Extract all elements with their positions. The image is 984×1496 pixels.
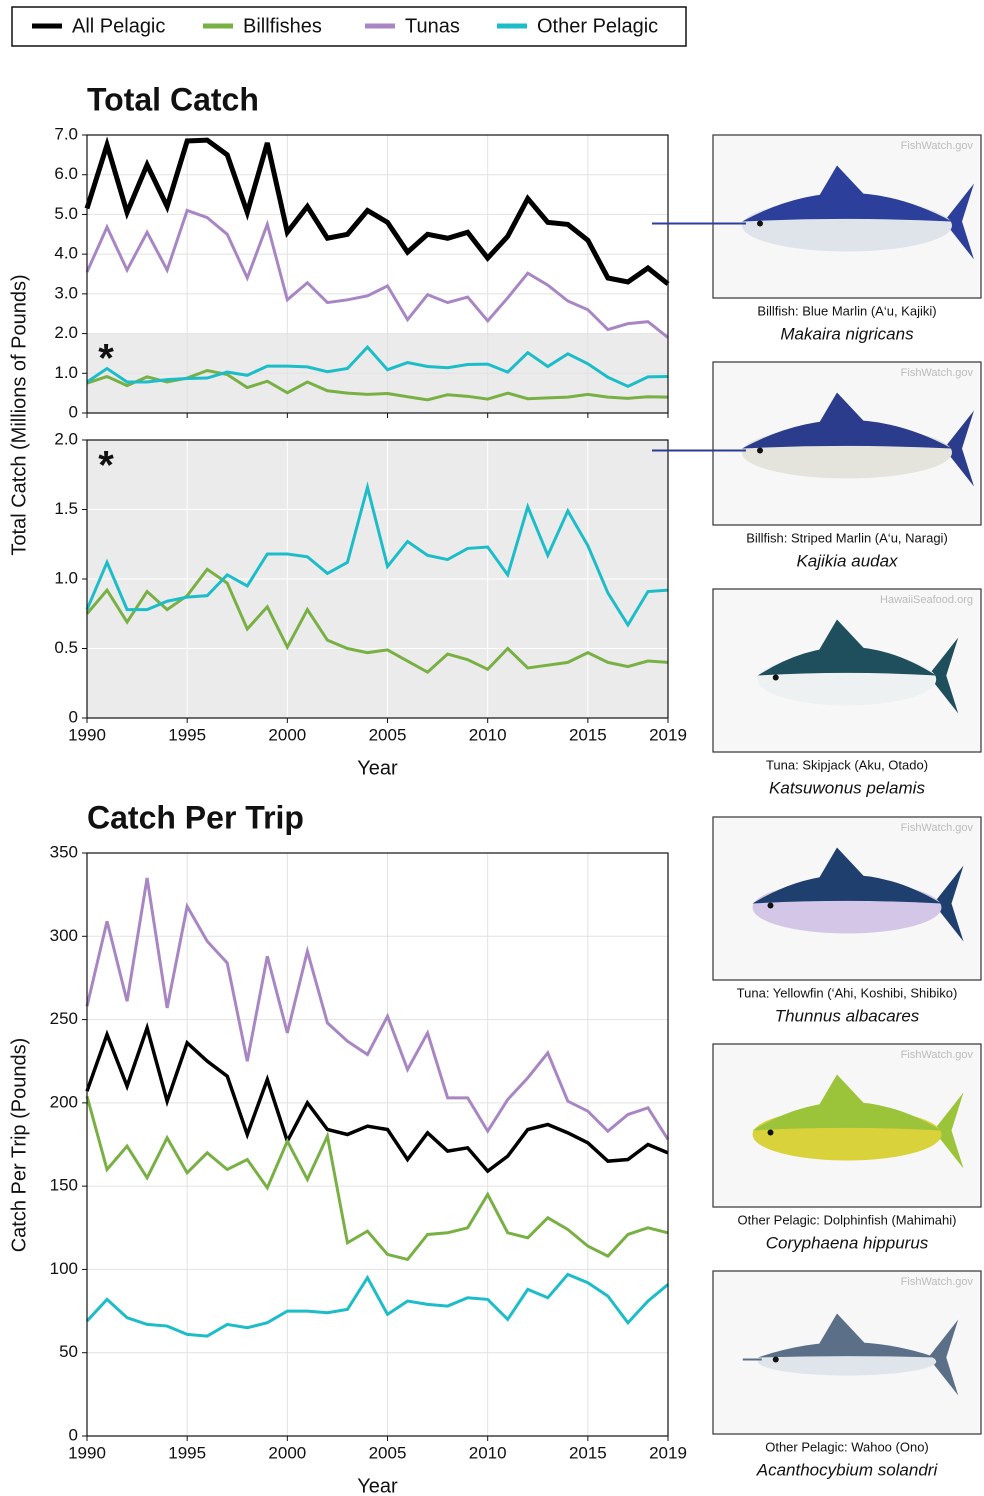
y-tick-label: 300: [50, 926, 78, 945]
x-tick-label: 2000: [268, 725, 306, 744]
y-tick-label: 0.5: [54, 638, 78, 657]
y-tick-label: 50: [59, 1342, 78, 1361]
y-tick-label: 7.0: [54, 124, 78, 143]
y-axis-label: Catch Per Trip (Pounds): [8, 1038, 30, 1253]
legend-label: Tunas: [405, 15, 460, 37]
x-tick-label: 1990: [68, 1443, 106, 1462]
x-tick-label: 2015: [569, 725, 607, 744]
species-name: Acanthocybium solandri: [756, 1460, 939, 1479]
image-caption: Tuna: Skipjack (Aku, Otado): [766, 757, 928, 772]
chart-title: Total Catch: [87, 81, 259, 117]
legend-label: All Pelagic: [72, 15, 165, 37]
figure: All Pelagic Billfishes Tunas Other Pelagic 0…: [0, 0, 984, 1496]
y-tick-label: 350: [50, 842, 78, 861]
y-tick-label: 2.0: [54, 323, 78, 342]
species-name: Coryphaena hippurus: [766, 1233, 929, 1252]
x-tick-label: 1995: [168, 725, 206, 744]
y-tick-label: 6.0: [54, 164, 78, 183]
page: All Pelagic Billfishes Tunas Other Pelagic 0…: [0, 0, 984, 1496]
image-credit: FishWatch.gov: [901, 367, 974, 379]
x-tick-label: 2010: [469, 725, 507, 744]
y-tick-label: 150: [50, 1176, 78, 1195]
annotation: *: [98, 337, 114, 381]
fish-eye: [757, 448, 763, 454]
species-name: Kajikia audax: [796, 551, 898, 570]
x-tick-label: 2019: [649, 725, 687, 744]
series-line: [87, 878, 668, 1140]
y-tick-label: 5.0: [54, 204, 78, 223]
y-tick-label: 0: [69, 402, 78, 421]
image-caption: Tuna: Yellowfin (‘Ahi, Koshibi, Shibiko): [737, 985, 958, 1000]
image-caption: Other Pelagic: Wahoo (Ono): [765, 1439, 929, 1454]
plot-frame: [87, 853, 668, 1436]
image-credit: HawaiiSeafood.org: [880, 594, 973, 606]
y-tick-label: 2.0: [54, 429, 78, 448]
fish-eye: [757, 221, 763, 227]
series-line: [87, 1096, 668, 1259]
x-axis-label: Year: [357, 757, 398, 779]
y-tick-label: 1.5: [54, 499, 78, 518]
y-tick-label: 200: [50, 1092, 78, 1111]
x-tick-label: 2005: [369, 1443, 407, 1462]
y-tick-label: 0: [69, 1425, 78, 1444]
y-tick-label: 100: [50, 1259, 78, 1278]
species-name: Katsuwonus pelamis: [769, 778, 925, 797]
x-tick-label: 2000: [268, 1443, 306, 1462]
species-name: Thunnus albacares: [775, 1006, 920, 1025]
fish-eye: [768, 1130, 774, 1136]
y-tick-label: 3.0: [54, 283, 78, 302]
y-tick-label: 0: [69, 707, 78, 726]
image-credit: FishWatch.gov: [901, 1049, 974, 1061]
x-tick-label: 2005: [369, 725, 407, 744]
series-line: [87, 140, 668, 284]
series-line: [87, 210, 668, 337]
y-axis-label: Total Catch (Millions of Pounds): [8, 274, 30, 555]
species-name: Makaira nigricans: [780, 324, 914, 343]
legend-label: Other Pelagic: [537, 15, 658, 37]
legend-label: Billfishes: [243, 15, 322, 37]
image-caption: Billfish: Blue Marlin (A‘u, Kajiki): [757, 303, 936, 318]
y-tick-label: 1.0: [54, 568, 78, 587]
image-caption: Billfish: Striped Marlin (A‘u, Naragi): [746, 530, 948, 545]
image-caption: Other Pelagic: Dolphinfish (Mahimahi): [738, 1212, 957, 1227]
y-tick-label: 250: [50, 1009, 78, 1028]
x-tick-label: 2015: [569, 1443, 607, 1462]
chart-title: Catch Per Trip: [87, 799, 304, 835]
fish-eye: [773, 675, 779, 681]
x-tick-label: 2019: [649, 1443, 687, 1462]
x-axis-label: Year: [357, 1475, 398, 1496]
fish-eye: [773, 1357, 779, 1363]
x-tick-label: 1990: [68, 725, 106, 744]
x-tick-label: 1995: [168, 1443, 206, 1462]
fish-eye: [768, 903, 774, 909]
series-line: [87, 1274, 668, 1336]
y-tick-label: 4.0: [54, 244, 78, 263]
image-credit: FishWatch.gov: [901, 140, 974, 152]
image-credit: FishWatch.gov: [901, 1276, 974, 1288]
y-tick-label: 1.0: [54, 363, 78, 382]
image-credit: FishWatch.gov: [901, 822, 974, 834]
x-tick-label: 2010: [469, 1443, 507, 1462]
annotation: *: [98, 444, 114, 488]
